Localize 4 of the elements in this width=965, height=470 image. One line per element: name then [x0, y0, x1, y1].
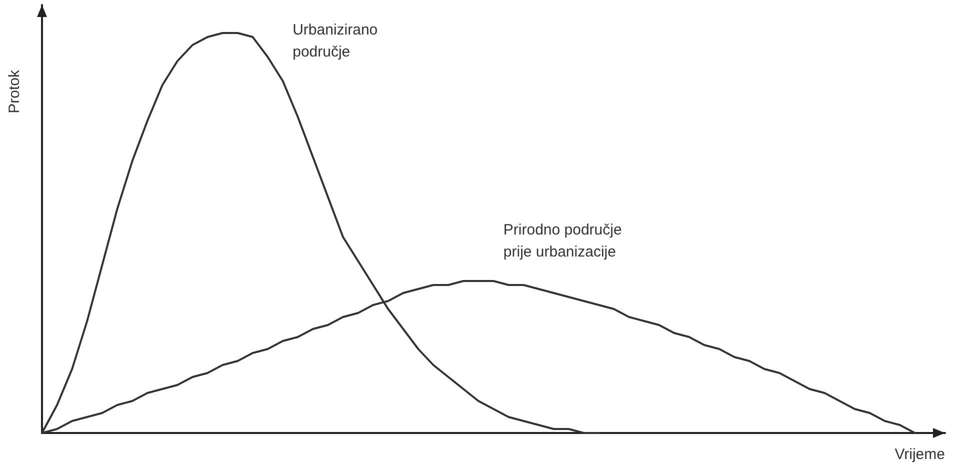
- y-axis-title: Protok: [6, 70, 23, 114]
- series-label: Prirodno područje prije urbanizacije: [503, 222, 626, 260]
- series-label: Urbanizirano područje: [292, 22, 382, 60]
- x-axis-title: Vrijeme: [894, 446, 945, 463]
